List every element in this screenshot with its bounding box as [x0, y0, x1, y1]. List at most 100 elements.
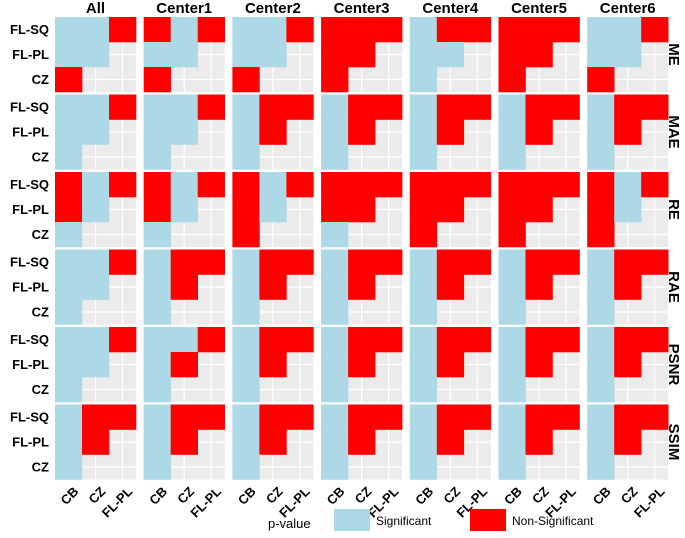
- cell-fl-sq-vs-cz: [259, 17, 287, 43]
- cell-fl-sq-vs-cz: [614, 17, 642, 43]
- cell-fl-pl-vs-cz: [348, 42, 376, 68]
- y-tick-cz: CZ: [32, 382, 49, 397]
- panel-ssim-center2: [232, 404, 314, 480]
- legend-swatch-non-significant: [470, 509, 506, 531]
- panel-ssim-all: [55, 404, 137, 480]
- column-titles: All Center1 Center2 Center3 Center4 Center5 Ce…: [86, 0, 656, 17]
- cell-fl-sq-vs-fl-pl: [552, 249, 580, 275]
- cell-fl-sq-vs-cb: [409, 249, 438, 275]
- cell-fl-sq-vs-cz: [259, 249, 287, 275]
- cell-fl-pl-vs-cz: [525, 42, 553, 68]
- cell-cz-vs-cb: [321, 377, 349, 403]
- cell-fl-pl-vs-cb: [143, 42, 171, 68]
- panel-mae-all: [55, 94, 137, 170]
- cell-fl-sq-vs-cz: [348, 249, 376, 275]
- cell-fl-pl-vs-cz: [259, 197, 287, 223]
- cell-fl-sq-vs-fl-pl: [375, 172, 403, 198]
- cell-fl-sq-vs-fl-pl: [463, 17, 492, 43]
- cell-fl-sq-vs-cz: [82, 404, 110, 430]
- cell-fl-sq-vs-cb: [232, 404, 260, 430]
- cell-fl-pl-vs-cb: [498, 429, 526, 455]
- cell-cz-vs-cb: [55, 67, 83, 93]
- cell-fl-sq-vs-cb: [55, 172, 83, 198]
- cell-fl-sq-vs-fl-pl: [552, 17, 580, 43]
- row-title-me: ME: [665, 43, 682, 66]
- y-tick-fl-sq: FL-SQ: [10, 255, 49, 270]
- cell-fl-sq-vs-fl-pl: [463, 249, 492, 275]
- panel-rae-center4: [409, 249, 492, 325]
- x-tick-fl-pl: FL-PL: [99, 484, 136, 521]
- cell-cz-vs-cb: [321, 67, 349, 93]
- legend-swatch-significant: [334, 509, 370, 531]
- cell-fl-pl-vs-cz: [348, 352, 376, 378]
- y-tick-fl-sq: FL-SQ: [10, 22, 49, 37]
- cell-fl-sq-vs-cb: [55, 17, 83, 43]
- cell-fl-pl-vs-cz: [348, 197, 376, 223]
- panel-psnr-center5: [498, 327, 580, 403]
- y-tick-fl-pl: FL-PL: [12, 357, 49, 372]
- cell-cz-vs-cb: [55, 454, 83, 480]
- cell-cz-vs-cb: [143, 144, 171, 170]
- cell-fl-pl-vs-cb: [321, 274, 349, 300]
- cell-fl-pl-vs-cz: [348, 429, 376, 455]
- cell-fl-pl-vs-cb: [143, 274, 171, 300]
- cell-fl-pl-vs-cz: [170, 274, 198, 300]
- y-tick-fl-sq: FL-SQ: [10, 332, 49, 347]
- cell-fl-sq-vs-cz: [525, 327, 553, 353]
- cell-cz-vs-cb: [498, 222, 526, 248]
- cell-fl-sq-vs-fl-pl: [109, 404, 137, 430]
- cell-fl-pl-vs-cz: [525, 274, 553, 300]
- cell-fl-pl-vs-cz: [170, 429, 198, 455]
- cell-fl-sq-vs-cb: [232, 172, 260, 198]
- cell-fl-sq-vs-cb: [498, 94, 526, 120]
- panel-ssim-center1: [143, 404, 225, 480]
- x-tick-cb: CB: [324, 484, 348, 508]
- cell-fl-sq-vs-cb: [232, 327, 260, 353]
- cell-fl-sq-vs-cb: [409, 17, 438, 43]
- y-tick-cz: CZ: [32, 72, 49, 87]
- legend-title: p-value: [268, 516, 311, 531]
- panel-mae-center1: [143, 94, 225, 170]
- cell-fl-sq-vs-cb: [587, 249, 615, 275]
- cell-fl-pl-vs-cb: [55, 119, 83, 145]
- cell-fl-sq-vs-cb: [321, 17, 349, 43]
- cell-fl-pl-vs-cz: [614, 274, 642, 300]
- cell-cz-vs-cb: [232, 144, 260, 170]
- cell-fl-sq-vs-cz: [82, 17, 110, 43]
- cell-cz-vs-cb: [498, 144, 526, 170]
- cell-cz-vs-cb: [498, 454, 526, 480]
- panels: [55, 17, 669, 480]
- cell-fl-sq-vs-cz: [259, 172, 287, 198]
- legend-label-non-significant: Non-Significant: [512, 514, 594, 528]
- cell-fl-sq-vs-cz: [170, 327, 198, 353]
- cell-fl-sq-vs-cz: [525, 404, 553, 430]
- cell-fl-pl-vs-cb: [55, 352, 83, 378]
- cell-fl-pl-vs-cz: [170, 197, 198, 223]
- cell-fl-sq-vs-fl-pl: [641, 327, 669, 353]
- cell-fl-sq-vs-cb: [587, 17, 615, 43]
- cell-fl-pl-vs-cz: [259, 352, 287, 378]
- panel-rae-center2: [232, 249, 314, 325]
- cell-fl-pl-vs-cb: [321, 429, 349, 455]
- cell-fl-sq-vs-cz: [436, 17, 465, 43]
- cell-fl-pl-vs-cb: [409, 352, 438, 378]
- cell-fl-sq-vs-fl-pl: [286, 17, 314, 43]
- cell-fl-sq-vs-cz: [82, 172, 110, 198]
- cell-fl-pl-vs-cz: [259, 42, 287, 68]
- panel-psnr-center3: [321, 327, 403, 403]
- cell-fl-sq-vs-fl-pl: [197, 327, 225, 353]
- y-tick-cz: CZ: [32, 305, 49, 320]
- cell-fl-sq-vs-fl-pl: [197, 172, 225, 198]
- cell-fl-pl-vs-cz: [436, 42, 465, 68]
- cell-cz-vs-cb: [587, 144, 615, 170]
- cell-fl-sq-vs-cz: [525, 94, 553, 120]
- cell-cz-vs-cb: [409, 454, 438, 480]
- cell-fl-pl-vs-cz: [82, 119, 110, 145]
- cell-fl-sq-vs-cb: [55, 249, 83, 275]
- panel-re-center4: [409, 172, 492, 248]
- panel-re-center6: [587, 172, 669, 248]
- cell-fl-pl-vs-cb: [55, 274, 83, 300]
- cell-fl-pl-vs-cz: [614, 429, 642, 455]
- x-tick-cb: CB: [412, 484, 436, 508]
